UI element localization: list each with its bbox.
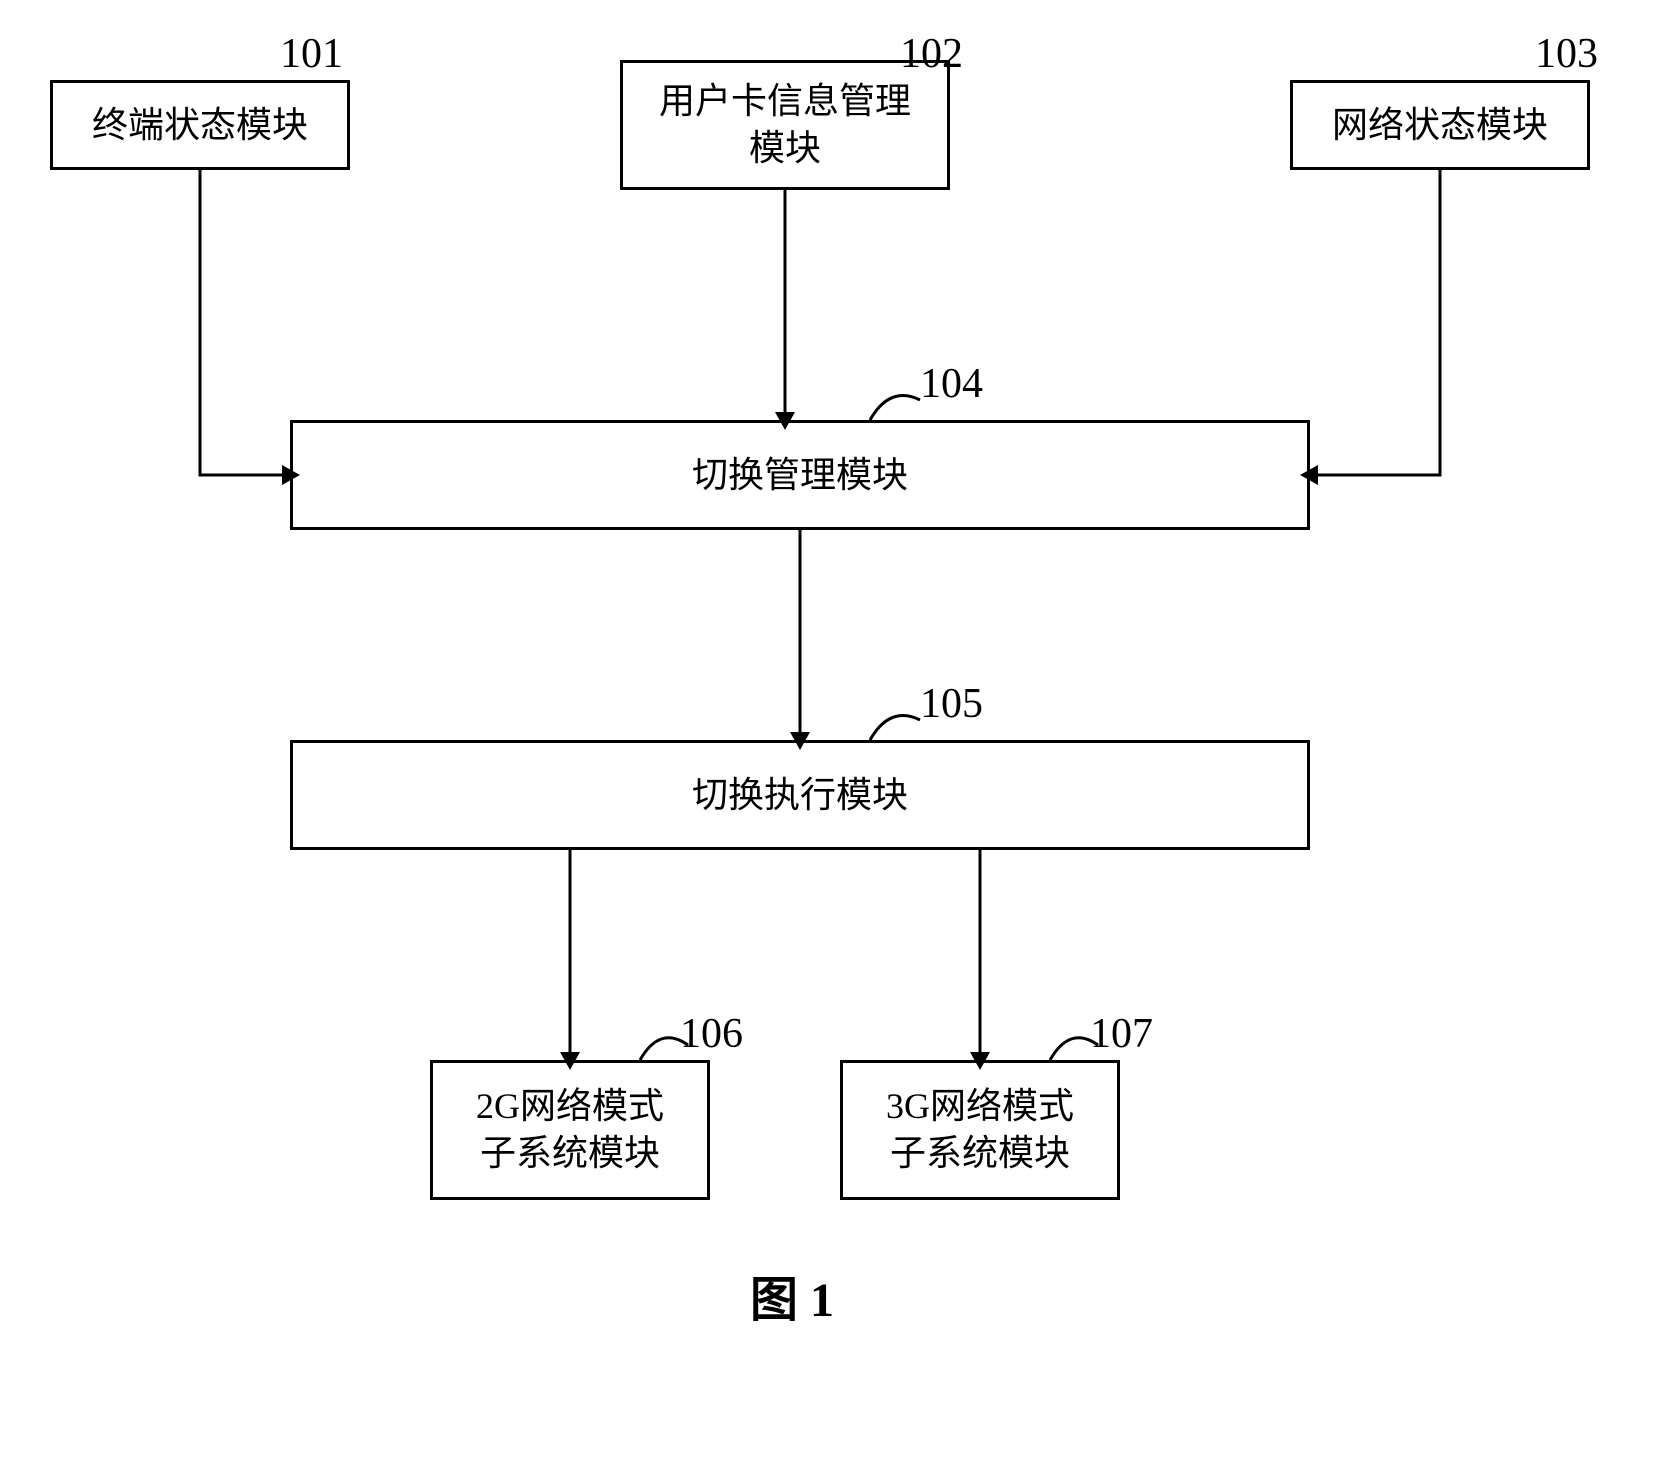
- node-103: 网络状态模块: [1290, 80, 1590, 170]
- node-105: 切换执行模块: [290, 740, 1310, 850]
- edge-101-104: [200, 170, 282, 475]
- leader-105: [870, 716, 920, 741]
- edge-103-104: [1318, 170, 1440, 475]
- node-104-number: 104: [920, 360, 983, 408]
- node-102-number: 102: [900, 30, 963, 78]
- node-103-label: 网络状态模块: [1332, 102, 1548, 149]
- node-104: 切换管理模块: [290, 420, 1310, 530]
- leader-104: [870, 396, 920, 421]
- figure-label: 图 1: [750, 1260, 834, 1330]
- node-106-label: 2G网络模式 子系统模块: [476, 1083, 664, 1177]
- node-103-number: 103: [1535, 30, 1598, 78]
- node-106-number: 106: [680, 1010, 743, 1058]
- node-107-label: 3G网络模式 子系统模块: [886, 1083, 1074, 1177]
- node-102-label: 用户卡信息管理 模块: [659, 78, 911, 172]
- node-105-label: 切换执行模块: [692, 772, 908, 819]
- diagram-container: 终端状态模块 101 用户卡信息管理 模块 102 网络状态模块 103 切换管…: [0, 0, 1661, 1483]
- node-102: 用户卡信息管理 模块: [620, 60, 950, 190]
- node-101: 终端状态模块: [50, 80, 350, 170]
- node-107-number: 107: [1090, 1010, 1153, 1058]
- node-104-label: 切换管理模块: [692, 452, 908, 499]
- node-101-number: 101: [280, 30, 343, 78]
- node-106: 2G网络模式 子系统模块: [430, 1060, 710, 1200]
- node-107: 3G网络模式 子系统模块: [840, 1060, 1120, 1200]
- node-101-label: 终端状态模块: [92, 102, 308, 149]
- node-105-number: 105: [920, 680, 983, 728]
